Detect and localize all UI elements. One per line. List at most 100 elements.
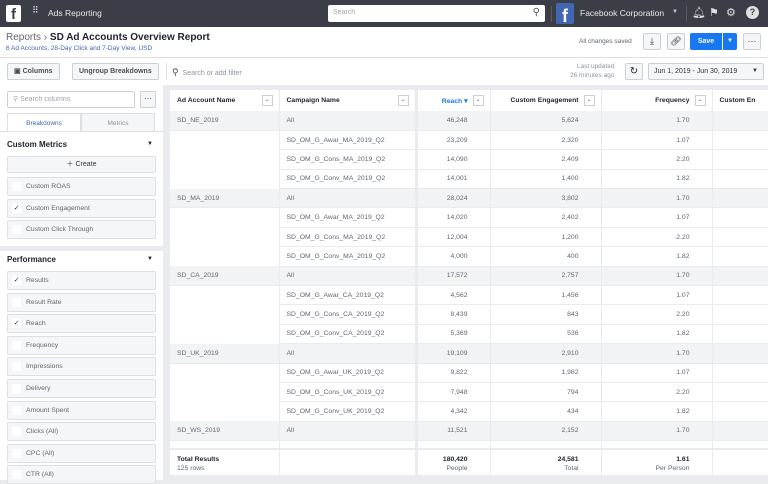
column-option[interactable]: Clicks (All) [7,422,156,442]
checkbox[interactable] [12,362,21,372]
cell-reach: 4,000 [416,246,491,267]
column-option[interactable]: ✓ Reach [7,314,156,334]
table-row-campaign[interactable]: SD_OM_G_Cons_MA_2019_Q2 12,004 1,200 2.20 [170,227,768,248]
table-row-account[interactable]: SD_UK_2019 All 19,109 2,910 1.70 [170,343,768,364]
column-option[interactable]: CPC (All) [7,443,156,463]
checkbox[interactable] [12,182,21,191]
cell-frequency: 1.07 [601,207,713,228]
share-link-button[interactable]: 🔗︎ [667,33,685,50]
account-chevron-down-icon[interactable]: ▼ [672,9,678,15]
tab-metrics[interactable]: Metrics [81,113,155,132]
checkbox[interactable] [12,427,21,437]
cell-ad-account [170,227,280,247]
column-header-campaign[interactable]: Campaign Name ⌄ [279,90,418,111]
collapse-caret-icon[interactable]: ▼ [147,256,153,262]
sidebar-more-button[interactable]: ··· [140,91,156,108]
column-option[interactable]: Amount Spent [7,400,156,420]
checkbox[interactable] [12,470,21,480]
table-row-campaign[interactable]: SD_OM_G_Conv_MA_2019_Q2 14,001 1,400 1.82 [170,169,768,190]
search-columns-input[interactable]: ⚲ Search columns [7,91,135,108]
sort-desc-icon: ▾ [464,97,468,105]
table-row-campaign[interactable]: SD_OM_G_Cons_CA_2019_Q2 8,439 843 2.20 [170,304,768,325]
table-row-account[interactable]: SD_WS_2019 All 11,521 2,152 1.70 [170,421,768,442]
table-row-campaign[interactable]: SD_OM_G_Conv_CA_2019_Q2 5,369 536 1.82 [170,324,768,345]
table-row-campaign[interactable]: SD_OM_G_Conv_MA_2019_Q2 4,000 400 1.82 [170,246,768,267]
column-option[interactable]: CTR (All) [7,465,156,484]
column-option[interactable]: Custom Click Through [7,220,156,240]
cell-custom-engagement-2 [712,363,768,383]
cell-frequency: 1.82 [601,401,713,422]
total-label-cell: Total Results 125 rows [170,448,280,475]
chevron-down-icon[interactable]: ⌄ [583,95,595,106]
checkbox[interactable] [12,297,21,307]
section-title-custom-metrics[interactable]: Custom Metrics [7,140,68,149]
chevron-down-icon[interactable]: ⌄ [694,95,706,106]
column-option[interactable]: ✓ Custom Engagement [7,198,156,218]
checkbox[interactable] [12,448,21,458]
download-button[interactable]: ⤓ [643,33,661,50]
section-title-performance[interactable]: Performance [7,255,56,264]
cell-reach: 17,572 [416,266,491,287]
cell-ad-account [170,207,280,228]
more-options-button[interactable]: ··· [743,33,761,50]
table-row-campaign[interactable]: SD_OM_G_Cons_UK_2019_Q2 7,948 794 2.20 [170,382,768,403]
save-options-chevron-down-icon[interactable]: ▼ [723,33,737,50]
column-option[interactable]: Result Rate [7,292,156,312]
report-table: Ad Account Name ⌄ Campaign Name ⌄ Reach ▾ ⌄… [170,90,768,475]
help-icon[interactable]: ? [746,6,759,19]
chevron-down-icon[interactable]: ⌄ [472,95,484,106]
gear-icon[interactable]: ⚙ [726,7,736,19]
breadcrumb-reports-link[interactable]: Reports [6,32,42,43]
apps-grid-icon[interactable]: ⠿ [32,5,39,15]
checkbox[interactable] [12,405,21,415]
checkbox[interactable] [12,340,21,350]
tab-breakdowns[interactable]: Breakdowns [7,113,81,132]
search-icon[interactable]: ⚲ [532,7,540,18]
table-row-campaign[interactable]: SD_OM_G_Conv_UK_2019_Q2 4,342 434 1.82 [170,401,768,422]
column-option[interactable]: Delivery [7,379,156,398]
column-option[interactable]: ✓ Results [7,271,156,290]
report-settings-link[interactable]: 6 Ad Accounts, 28-Day Click and 7-Day Vi… [6,45,153,52]
column-option[interactable]: Impressions [7,357,156,377]
flag-icon[interactable]: ⚑ [709,7,719,19]
facebook-logo-icon[interactable]: f [6,5,21,23]
global-search-input[interactable]: Search ⚲ [328,5,545,22]
ungroup-breakdowns-button[interactable]: Ungroup Breakdowns [72,63,159,80]
columns-button[interactable]: ▣ Columns [7,63,60,80]
chevron-down-icon[interactable]: ⌄ [397,95,409,106]
collapse-caret-icon[interactable]: ▼ [147,141,153,147]
date-range-picker[interactable]: Jun 1, 2019 - Jun 30, 2019 ▼ [648,63,764,80]
checkbox[interactable] [12,384,21,393]
column-header-ad-account[interactable]: Ad Account Name ⌄ [170,90,280,111]
table-row-campaign[interactable]: SD_OM_G_Awar_MA_2019_Q2 14,020 2,402 1.07 [170,207,768,228]
column-header-frequency[interactable]: Frequency ⌄ [601,90,713,111]
table-row-campaign[interactable]: SD_OM_G_Awar_UK_2019_Q2 9,822 1,982 1.07 [170,363,768,383]
chevron-down-icon[interactable]: ⌄ [261,95,273,106]
checkbox[interactable]: ✓ [12,276,21,285]
table-row-campaign[interactable]: SD_OM_G_Awar_MA_2019_Q2 23,209 2,320 1.07 [170,130,768,151]
cell-frequency: 1.07 [601,130,713,151]
table-row-campaign[interactable]: SD_OM_G_Awar_CA_2019_Q2 4,562 1,456 1.07 [170,285,768,306]
column-option[interactable]: Frequency [7,335,156,355]
column-header-custom-engagement-2[interactable]: Custom En [712,90,768,111]
table-row-account[interactable]: SD_MA_2019 All 28,024 3,802 1.70 [170,188,768,209]
create-metric-button[interactable]: ＋ Create [7,156,156,173]
refresh-button[interactable]: ↻ [625,63,643,80]
table-row-account[interactable]: SD_CA_2019 All 17,572 2,757 1.70 [170,266,768,287]
checkbox[interactable] [12,225,21,235]
app-title[interactable]: Ads Reporting [48,8,102,18]
column-header-custom-engagement[interactable]: Custom Engagement ⌄ [490,90,602,111]
filter-input[interactable]: ⚲ Search or add filter [172,67,242,78]
bell-icon[interactable]: 🔔︎ [692,7,706,19]
checkbox[interactable]: ✓ [12,319,21,329]
cell-frequency: 1.70 [601,111,713,131]
cell-custom-engagement: 1,200 [490,227,602,248]
table-row-account[interactable]: SD_NE_2019 All 46,248 5,624 1.70 [170,111,768,131]
cell-custom-engagement: 2,402 [490,207,602,228]
column-header-reach[interactable]: Reach ▾ ⌄ [416,90,491,111]
save-button[interactable]: Save [690,33,722,50]
checkbox[interactable]: ✓ [12,203,21,213]
column-option[interactable]: Custom ROAS [7,177,156,196]
account-name[interactable]: Facebook Corporation [580,8,665,18]
table-row-campaign[interactable]: SD_OM_G_Cons_MA_2019_Q2 14,090 2,409 2.20 [170,149,768,170]
